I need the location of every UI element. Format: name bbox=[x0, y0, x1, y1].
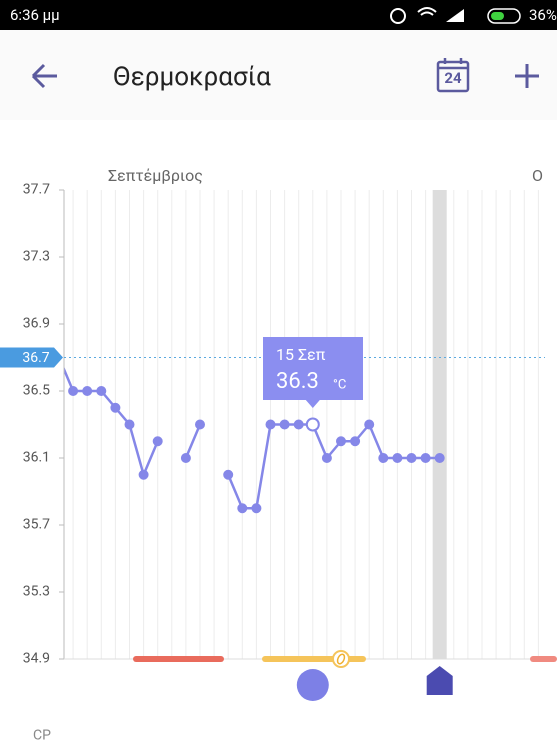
period-bar bbox=[133, 656, 224, 662]
y-tick-label: 35.3 bbox=[23, 584, 50, 600]
temperature-point bbox=[293, 419, 304, 430]
temperature-point bbox=[336, 436, 346, 447]
x-tick-label: 21 bbox=[390, 678, 406, 694]
alarm-icon bbox=[390, 8, 406, 24]
temperature-point bbox=[96, 386, 107, 396]
temperature-point bbox=[152, 436, 163, 447]
temperature-point bbox=[237, 503, 248, 514]
page-title: Θερμοκρασία bbox=[113, 62, 271, 92]
ovulation-icon bbox=[336, 653, 346, 665]
x-tick-label: 1 bbox=[111, 678, 119, 694]
y-tick-label: 37.7 bbox=[23, 182, 50, 198]
ovulation-marker bbox=[332, 650, 350, 668]
x-tick-label: 19 bbox=[361, 678, 377, 694]
signal-icon bbox=[446, 9, 464, 22]
temperature-point bbox=[350, 436, 361, 447]
back-button[interactable] bbox=[31, 63, 57, 89]
footer-label: CP bbox=[33, 728, 51, 744]
y-tick-label: 36.9 bbox=[23, 316, 50, 332]
status-bar bbox=[0, 0, 557, 30]
x-tick-label: 13 bbox=[277, 678, 293, 694]
y-tick-label: 37.3 bbox=[23, 249, 50, 265]
period-bar bbox=[530, 656, 557, 662]
x-tick-label: 3 bbox=[140, 678, 148, 694]
x-tick-label: 7 bbox=[196, 678, 204, 694]
temperature-point bbox=[195, 419, 205, 430]
y-tick-label: 34.9 bbox=[23, 651, 50, 667]
battery-icon bbox=[487, 8, 521, 24]
wifi-icon bbox=[417, 7, 437, 16]
temperature-point bbox=[279, 419, 290, 430]
calendar-rings bbox=[438, 58, 468, 70]
calendar-button[interactable]: 24 bbox=[436, 58, 470, 93]
x-tick-label: 1 bbox=[534, 678, 542, 694]
period-bars bbox=[133, 650, 557, 668]
x-tick-label: 30 bbox=[79, 678, 95, 694]
tooltip-unit: °C bbox=[333, 377, 346, 392]
x-tick-label: 17 bbox=[333, 678, 349, 694]
battery-level bbox=[491, 12, 504, 20]
temperature-point bbox=[321, 453, 332, 463]
temperature-point bbox=[124, 419, 135, 430]
chart: 34.9 35.3 35.7 36.1 36.5 36.9 37.3 37.7 Σεπτέμβρ… bbox=[0, 166, 557, 701]
temperature-point bbox=[223, 469, 234, 480]
tooltip-value: 36.3 bbox=[276, 369, 319, 394]
temperature-point bbox=[392, 453, 403, 463]
temperature-point bbox=[265, 419, 276, 430]
selected-day-badge bbox=[296, 669, 329, 701]
temperature-point bbox=[138, 469, 149, 480]
temperature-point bbox=[364, 419, 375, 430]
temperature-point bbox=[378, 453, 389, 463]
app-bar bbox=[0, 30, 557, 120]
x-tick-label: 29 bbox=[502, 678, 518, 694]
temperature-point bbox=[420, 453, 431, 463]
temperature-point bbox=[434, 453, 445, 463]
y-tick-label: 36.5 bbox=[23, 383, 50, 399]
x-tick-label: 28 bbox=[51, 678, 67, 694]
tooltip-box bbox=[263, 337, 363, 408]
month-label: Ο bbox=[532, 166, 543, 185]
temperature-point bbox=[110, 402, 121, 413]
temperature-point bbox=[406, 453, 417, 463]
temperature-point bbox=[251, 503, 262, 514]
status-time: 6:36 μμ bbox=[10, 6, 60, 24]
y-tick-label: 35.7 bbox=[23, 517, 50, 533]
x-tick-label: 9 bbox=[224, 678, 232, 694]
add-button[interactable] bbox=[515, 64, 539, 88]
reference-badge bbox=[0, 347, 63, 368]
reference-label: 36.7 bbox=[22, 350, 49, 366]
temperature-point bbox=[180, 453, 191, 463]
battery-text: 36% bbox=[529, 6, 557, 24]
calendar-day: 24 bbox=[444, 69, 462, 87]
temperature-point bbox=[305, 417, 320, 432]
x-tick-label: 27 bbox=[474, 678, 490, 694]
temperature-point bbox=[82, 386, 93, 396]
x-tick-label: 11 bbox=[249, 678, 265, 694]
plot-area bbox=[64, 190, 539, 659]
x-tick-label: 5 bbox=[168, 678, 176, 694]
today-badge bbox=[426, 666, 453, 695]
calendar-icon bbox=[436, 60, 470, 93]
month-label: Σεπτέμβριος bbox=[108, 166, 203, 185]
y-tick-label: 36.1 bbox=[23, 450, 50, 466]
temperature-point bbox=[68, 386, 79, 396]
tooltip-date: 15 Σεπ bbox=[276, 345, 326, 364]
temperature-line bbox=[64, 366, 440, 510]
fertile-bar bbox=[262, 656, 366, 662]
